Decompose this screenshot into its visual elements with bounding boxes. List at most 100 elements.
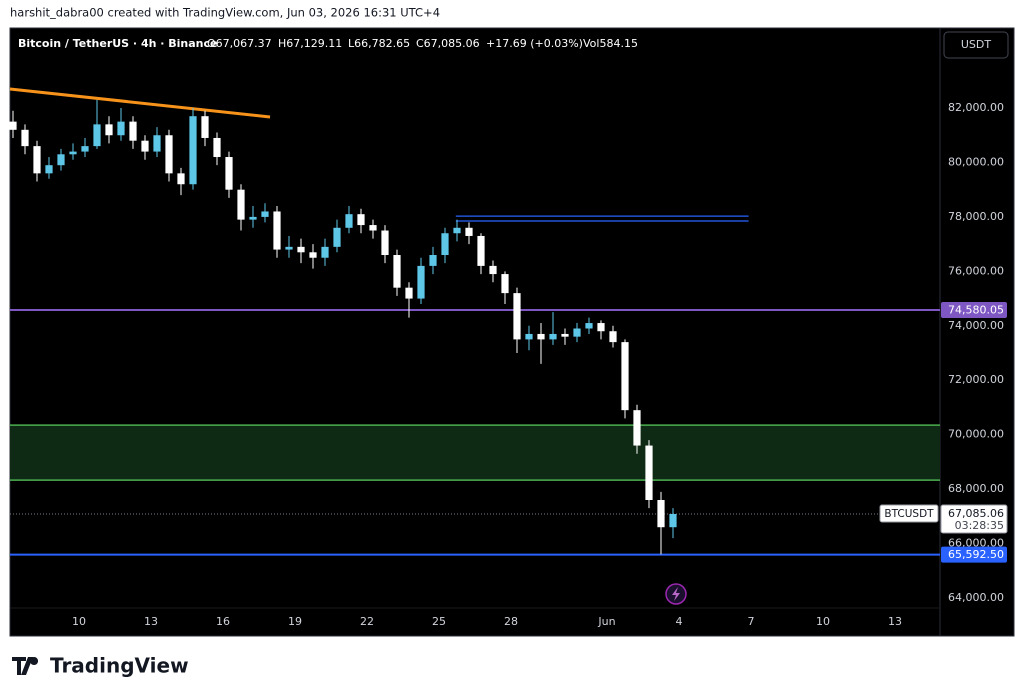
price-level-label: 65,592.50 [948, 548, 1004, 561]
price-level-tag [941, 546, 1007, 563]
y-tick-label: 76,000.00 [948, 264, 1004, 277]
currency-button[interactable] [943, 31, 1009, 59]
candle-body [225, 157, 233, 190]
watermark: harshit_dabra00 created with TradingView… [10, 6, 440, 20]
candle-body [81, 146, 89, 152]
candle-body [657, 499, 665, 528]
y-tick-label: 74,000.00 [948, 319, 1004, 332]
candle-body [285, 246, 293, 250]
y-tick-label: 82,000.00 [948, 101, 1004, 114]
ohlc-value: Vol584.15 [583, 37, 638, 50]
candle-body [489, 265, 497, 275]
candle-body [357, 214, 365, 226]
y-tick-label: 64,000.00 [948, 591, 1004, 604]
candle-body [249, 216, 257, 220]
candle-body [177, 173, 185, 185]
x-tick-label: Jun [597, 615, 615, 628]
x-tick-label: 4 [676, 615, 683, 628]
logo-text: TradingView [50, 654, 189, 678]
x-tick-label: 25 [432, 615, 446, 628]
candle-body [9, 121, 17, 130]
candle-body [441, 233, 449, 256]
ohlc-value: H67,129.11 [278, 37, 342, 50]
symbol-tag-label: BTCUSDT [884, 508, 934, 520]
x-tick-label: 28 [504, 615, 518, 628]
candle-body [453, 227, 461, 234]
candle-body [33, 146, 41, 174]
candle-body [525, 333, 533, 340]
candle-body [465, 227, 473, 236]
x-tick-label: 10 [816, 615, 830, 628]
candle-body [369, 225, 377, 231]
candle-body [393, 255, 401, 288]
x-tick-label: 13 [888, 615, 902, 628]
candle-body [633, 410, 641, 446]
candle-body [69, 151, 77, 155]
candle-body [213, 137, 221, 158]
x-tick-label: 10 [72, 615, 86, 628]
candle-body [165, 135, 173, 174]
y-tick-label: 70,000.00 [948, 428, 1004, 441]
x-tick-label: 22 [360, 615, 374, 628]
alert-icon [665, 583, 687, 605]
logo-icon [12, 657, 39, 675]
candle-body [417, 265, 425, 299]
candle-body [21, 129, 29, 147]
candle-body [105, 124, 113, 136]
candle-body [429, 255, 437, 266]
chart-frame [9, 27, 1015, 637]
y-tick-label: 66,000.00 [948, 537, 1004, 550]
ohlc-value: O67,067.37 [207, 37, 272, 50]
candle-body [597, 323, 605, 332]
candle-body [309, 252, 317, 258]
price-level-tag [941, 301, 1007, 318]
candle-body [141, 140, 149, 152]
drawn-line [9, 87, 271, 119]
candle-body [537, 333, 545, 340]
candle-body [573, 328, 581, 337]
x-tick-label: 19 [288, 615, 302, 628]
price-level-label: 74,580.05 [948, 303, 1004, 316]
candle-body [645, 445, 653, 500]
candle-body [513, 293, 521, 340]
candle-body [585, 323, 593, 329]
candle-body [669, 514, 677, 528]
candle-body [549, 333, 557, 340]
candle-body [333, 227, 341, 247]
candle-body [117, 121, 125, 136]
candle-body [621, 342, 629, 411]
candle-body [45, 165, 53, 174]
symbol-line: Bitcoin / TetherUS · 4h · Binance [18, 37, 217, 50]
y-tick-label: 78,000.00 [948, 210, 1004, 223]
x-tick-label: 7 [748, 615, 755, 628]
footer-logo: TradingView [12, 654, 189, 678]
y-tick-label: 72,000.00 [948, 373, 1004, 386]
candle-body [321, 246, 329, 258]
candle-body [345, 214, 353, 228]
x-tick-label: 13 [144, 615, 158, 628]
candle-body [561, 333, 569, 337]
candle-body [57, 154, 65, 166]
candle-body [153, 135, 161, 152]
zone [10, 425, 940, 481]
countdown-label: 03:28:35 [955, 519, 1004, 532]
ohlc-value: L66,782.65 [348, 37, 410, 50]
candle-body [273, 211, 281, 250]
candle-body [381, 230, 389, 256]
candle-body [297, 246, 305, 253]
candle-body [237, 189, 245, 220]
ohlc-value: C67,085.06 [416, 37, 480, 50]
candle-body [405, 287, 413, 299]
candle-body [189, 116, 197, 185]
candle-body [129, 121, 137, 141]
y-tick-label: 80,000.00 [948, 155, 1004, 168]
candle-body [261, 211, 269, 217]
y-tick-label: 68,000.00 [948, 482, 1004, 495]
last-price-label: 67,085.06 [948, 507, 1004, 520]
alert-bolt [672, 587, 680, 601]
currency-button-label: USDT [961, 38, 992, 51]
candle-body [477, 235, 485, 266]
x-tick-label: 16 [216, 615, 230, 628]
last-price-tag [940, 504, 1008, 534]
